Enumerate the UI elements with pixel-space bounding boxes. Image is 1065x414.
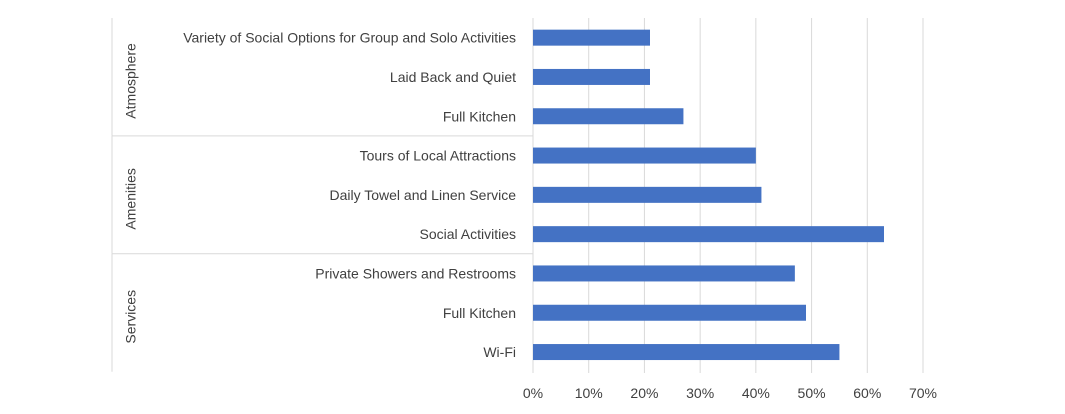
category-label: Private Showers and Restrooms <box>315 265 516 281</box>
bar <box>533 265 795 282</box>
group-label: Atmosphere <box>123 43 139 119</box>
bar <box>533 68 650 85</box>
category-labels: Variety of Social Options for Group and … <box>183 30 516 360</box>
bar <box>533 108 684 125</box>
bar <box>533 147 756 164</box>
x-tick-label: 20% <box>630 385 658 401</box>
category-label: Social Activities <box>420 226 516 242</box>
group-labels: Atmosphere Amenities Services <box>123 43 139 344</box>
bar <box>533 304 806 321</box>
category-label: Full Kitchen <box>443 305 516 321</box>
category-label: Full Kitchen <box>443 108 516 124</box>
x-tick-label: 60% <box>853 385 881 401</box>
x-tick-label: 30% <box>686 385 714 401</box>
bar <box>533 29 650 46</box>
x-tick-label: 0% <box>523 385 543 401</box>
group-label: Amenities <box>123 168 139 229</box>
bars <box>533 29 884 361</box>
category-label: Daily Towel and Linen Service <box>329 187 516 203</box>
category-label: Laid Back and Quiet <box>390 69 516 85</box>
category-group-brackets <box>111 18 533 372</box>
group-label: Services <box>123 290 139 344</box>
bar <box>533 186 762 203</box>
bar <box>533 344 840 361</box>
x-tick-label: 40% <box>742 385 770 401</box>
x-tick-label: 50% <box>798 385 826 401</box>
x-tick-label: 70% <box>909 385 937 401</box>
x-tick-label: 10% <box>575 385 603 401</box>
category-label: Wi-Fi <box>483 344 516 360</box>
category-label: Tours of Local Attractions <box>360 148 516 164</box>
bar <box>533 226 884 243</box>
category-label: Variety of Social Options for Group and … <box>183 30 516 46</box>
x-axis-ticks: 0% 10% 20% 30% 40% 50% 60% 70% <box>523 385 937 401</box>
